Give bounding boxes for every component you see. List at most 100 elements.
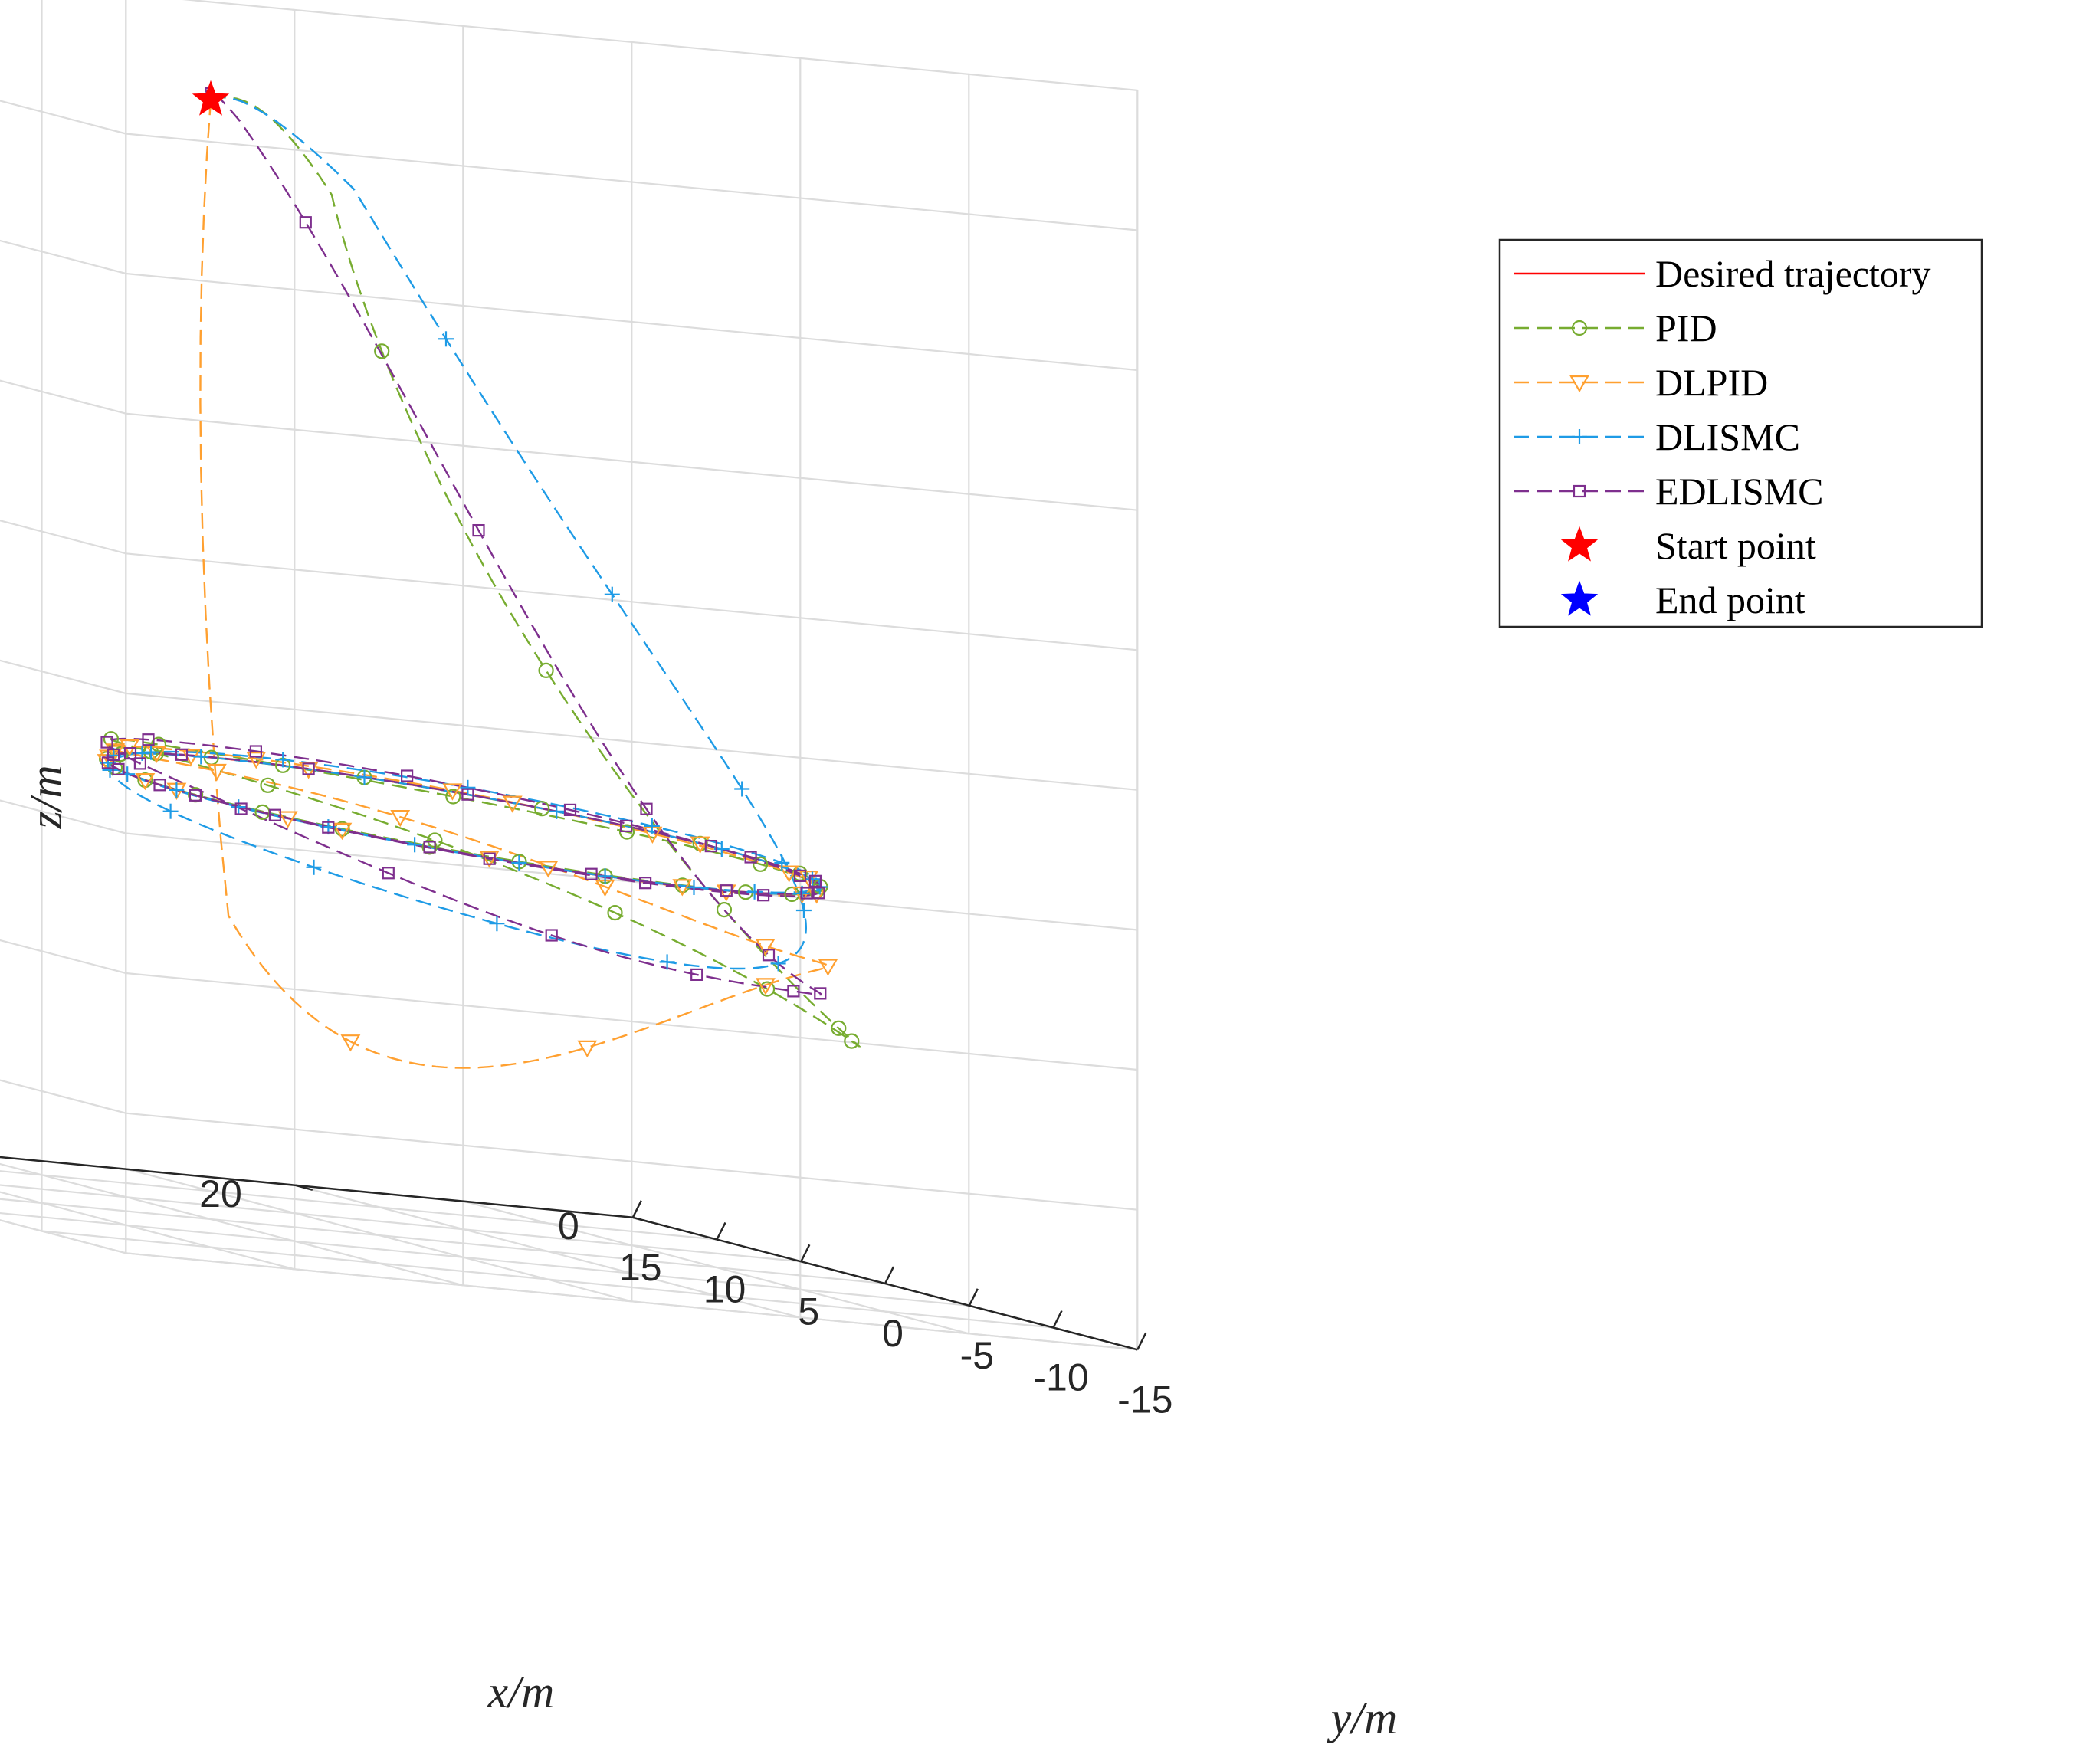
series-point: [759, 981, 776, 997]
series-point: [511, 854, 527, 871]
series-point: [188, 787, 204, 803]
series-point: [332, 822, 353, 841]
grid-line: [0, 520, 126, 555]
series-point: [207, 763, 227, 782]
series-point: [374, 343, 390, 359]
series-point: [746, 884, 763, 900]
series-point: [142, 733, 155, 746]
x-tick-label: 0: [558, 1205, 579, 1248]
y-tick-label: 0: [882, 1312, 904, 1355]
grid-line: [0, 1079, 126, 1114]
series-point: [800, 887, 813, 900]
series-point: [249, 745, 262, 758]
series-point: [787, 985, 800, 998]
legend-label: Start point: [1655, 524, 1816, 567]
z-axis-label: z/m: [21, 765, 71, 829]
series-point: [659, 954, 675, 970]
y-tick: [631, 1200, 642, 1218]
series-point: [812, 887, 825, 900]
series-point: [382, 867, 395, 880]
series-point: [756, 889, 770, 902]
series-point: [720, 884, 733, 897]
series-point: [169, 782, 185, 798]
y-tick: [1136, 1332, 1147, 1350]
series-point: [704, 839, 717, 853]
grid-line: [126, 1252, 1138, 1351]
grid-line: [126, 1112, 1138, 1211]
y-tick-label: -10: [1033, 1356, 1088, 1399]
series-point: [770, 956, 786, 972]
legend-marker-icon: [1571, 320, 1588, 336]
series-point: [604, 586, 620, 602]
x-tick-label: 20: [199, 1172, 242, 1215]
legend-label: PID: [1655, 307, 1717, 349]
legend-marker-icon: [1569, 375, 1589, 393]
y-axis-line: [632, 1216, 1138, 1351]
series-point: [844, 1033, 860, 1049]
series-point: [306, 859, 322, 875]
legend-label: Desired trajectory: [1655, 252, 1931, 295]
series-point: [534, 801, 550, 817]
legend-star-icon: [1560, 526, 1599, 562]
grid-line: [126, 272, 1138, 372]
grid-line: [0, 1198, 886, 1285]
start-point-star: [192, 80, 230, 116]
series-point: [674, 877, 690, 893]
grid-line: [126, 552, 1138, 651]
series-point: [231, 799, 247, 815]
series-point: [549, 803, 565, 819]
series-point: [299, 216, 312, 229]
grid-line: [0, 799, 126, 834]
series-point: [135, 772, 156, 791]
series-point: [755, 939, 776, 956]
series-point: [101, 756, 114, 769]
axes-layer: [0, 1156, 1147, 1351]
y-tick-label: 15: [619, 1246, 662, 1289]
series-point: [246, 752, 267, 769]
grid-line: [126, 692, 1138, 791]
series-point: [686, 880, 702, 895]
series-point: [690, 836, 710, 854]
series-point: [356, 769, 372, 785]
series-point: [607, 904, 623, 921]
series-point: [143, 744, 159, 760]
series-point: [638, 877, 652, 890]
series-point: [716, 901, 733, 918]
grid-line: [182, 0, 1138, 91]
y-tick-label: -5: [960, 1334, 994, 1377]
series-point: [818, 959, 838, 976]
series-point: [793, 869, 807, 883]
grid-line: [0, 100, 126, 135]
series-point: [461, 788, 474, 801]
legend: Desired trajectory PID DLPID DLISMC EDLISMC S…: [1498, 238, 1983, 628]
series-point: [277, 811, 298, 828]
grid-line: [0, 1184, 802, 1263]
series-point: [175, 748, 189, 761]
series-line-edlismc: [105, 87, 822, 996]
series-point: [438, 331, 454, 347]
series-point: [189, 789, 202, 802]
series-point: [103, 731, 119, 747]
series-point: [460, 779, 476, 795]
series-point: [502, 795, 523, 813]
grid-line: [0, 239, 126, 275]
grid-layer: [0, 0, 1139, 1351]
grid-line: [0, 1212, 969, 1307]
series-point: [538, 662, 554, 679]
series-point: [123, 746, 137, 760]
y-tick-label: 5: [798, 1290, 819, 1333]
legend-star-icon: [1560, 580, 1599, 616]
legend-label: DLPID: [1655, 361, 1768, 404]
legend-label: EDLISMC: [1655, 470, 1823, 513]
grid-line: [0, 1170, 717, 1241]
series-point: [334, 821, 350, 837]
series-point: [260, 777, 276, 793]
grid-line: [126, 133, 1138, 231]
legend-marker-icon: [1573, 484, 1586, 498]
series-point: [400, 769, 414, 782]
series-point: [563, 803, 577, 817]
tick-label-layer: 0204060151050-5-10-151086420-2-4-6-8: [199, 1172, 1172, 1421]
grid-line: [0, 379, 126, 415]
series-point: [577, 1040, 598, 1058]
x-axis-label: x/m: [487, 1667, 555, 1717]
